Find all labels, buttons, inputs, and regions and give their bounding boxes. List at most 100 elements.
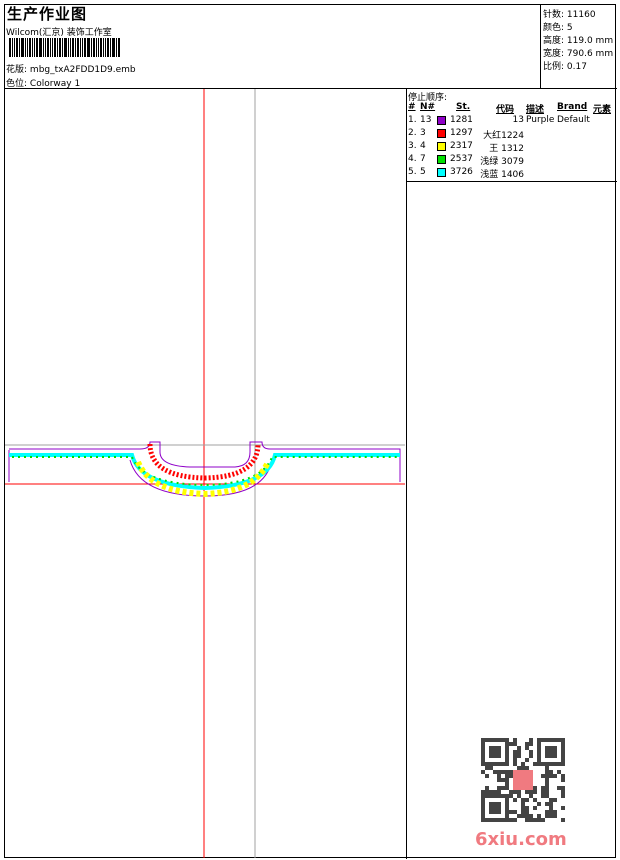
qr-module xyxy=(533,798,537,802)
qr-module xyxy=(553,810,557,814)
barcode-bar xyxy=(43,38,44,57)
qr-module xyxy=(505,758,509,762)
qr-module xyxy=(497,762,501,766)
qr-module xyxy=(497,774,501,778)
barcode-bar xyxy=(12,38,13,57)
qr-module xyxy=(521,762,525,766)
qr-module xyxy=(493,806,497,810)
qr-module xyxy=(505,798,509,802)
qr-module xyxy=(557,786,561,790)
barcode-bar xyxy=(68,38,69,57)
qr-module xyxy=(509,742,513,746)
qr-module xyxy=(485,738,489,742)
qr-module xyxy=(493,810,497,814)
qr-module xyxy=(533,786,537,790)
color-swatch xyxy=(437,142,446,151)
qr-module xyxy=(553,750,557,754)
qr-module xyxy=(493,794,497,798)
qr-module xyxy=(561,746,565,750)
qr-module xyxy=(505,794,509,798)
row-needle: 3 xyxy=(420,128,426,138)
qr-module xyxy=(525,758,529,762)
qr-module xyxy=(541,818,545,822)
qr-module xyxy=(481,798,485,802)
qr-module xyxy=(561,818,565,822)
row-stitches: 1297 xyxy=(450,128,473,138)
design-scale: 比例: 0.17 xyxy=(543,62,587,72)
qr-module xyxy=(505,802,509,806)
qr-module xyxy=(533,790,537,794)
qr-module xyxy=(537,754,541,758)
row-index: 5. xyxy=(408,167,417,177)
qr-module xyxy=(529,742,533,746)
qr-module xyxy=(489,818,493,822)
qr-module xyxy=(525,746,529,750)
row-code: 王 1312 xyxy=(489,144,524,154)
qr-module xyxy=(545,802,549,806)
qr-module xyxy=(525,798,529,802)
qr-module xyxy=(489,766,493,770)
barcode-bar xyxy=(34,38,35,57)
qr-module xyxy=(513,754,517,758)
row-stitches: 2317 xyxy=(450,141,473,151)
qr-module xyxy=(553,754,557,758)
qr-module xyxy=(553,814,557,818)
fill-red xyxy=(147,443,261,481)
qr-module xyxy=(513,810,517,814)
qr-module xyxy=(529,738,533,742)
qr-module xyxy=(561,790,565,794)
barcode-bar xyxy=(47,38,49,57)
panel-divider xyxy=(406,88,407,859)
stamp-icon xyxy=(513,770,533,790)
qr-module xyxy=(545,786,549,790)
studio-name: Wilcom(汇京) 装饰工作室 xyxy=(6,28,112,38)
col-brand: Brand xyxy=(557,102,588,112)
qr-module xyxy=(517,750,521,754)
qr-module xyxy=(481,790,485,794)
qr-module xyxy=(497,794,501,798)
qr-module xyxy=(549,810,553,814)
qr-module xyxy=(493,750,497,754)
col-description: 描述 xyxy=(526,105,545,115)
fill-green xyxy=(12,456,398,487)
qr-module xyxy=(509,774,513,778)
qr-module xyxy=(561,750,565,754)
table-divider xyxy=(406,181,617,182)
barcode-bar xyxy=(118,38,120,57)
qr-module xyxy=(481,818,485,822)
barcode-bar xyxy=(9,38,11,57)
barcode-bar xyxy=(32,38,33,57)
barcode-bar xyxy=(45,38,46,57)
qr-module xyxy=(561,794,565,798)
qr-module xyxy=(505,810,509,814)
watermark-logo: 6xiu.com xyxy=(475,829,567,850)
page-title: 生产作业图 xyxy=(7,5,88,23)
qr-module xyxy=(537,746,541,750)
barcode-bar xyxy=(82,38,83,57)
embroidery-design xyxy=(8,441,401,498)
qr-module xyxy=(545,746,549,750)
barcode-bar xyxy=(107,38,109,57)
qr-module xyxy=(501,738,505,742)
qr-module xyxy=(537,814,541,818)
qr-module xyxy=(533,806,537,810)
color-count: 颜色: 5 xyxy=(543,23,573,33)
row-index: 4. xyxy=(408,154,417,164)
design-width: 宽度: 790.6 mm xyxy=(543,49,614,59)
qr-module xyxy=(497,750,501,754)
qr-module xyxy=(509,770,513,774)
qr-module xyxy=(525,806,529,810)
color-swatch xyxy=(437,129,446,138)
table-row: 5. 5 3726 浅蓝 1406 xyxy=(408,167,616,180)
qr-module xyxy=(489,802,493,806)
qr-module xyxy=(525,810,529,814)
qr-module xyxy=(485,818,489,822)
qr-module xyxy=(481,746,485,750)
barcode-bar xyxy=(29,38,31,57)
barcode-bar xyxy=(57,38,58,57)
qr-module xyxy=(517,794,521,798)
qr-module xyxy=(493,818,497,822)
row-code: 浅绿 3079 xyxy=(480,157,524,167)
qr-module xyxy=(497,802,501,806)
qr-module xyxy=(541,790,545,794)
